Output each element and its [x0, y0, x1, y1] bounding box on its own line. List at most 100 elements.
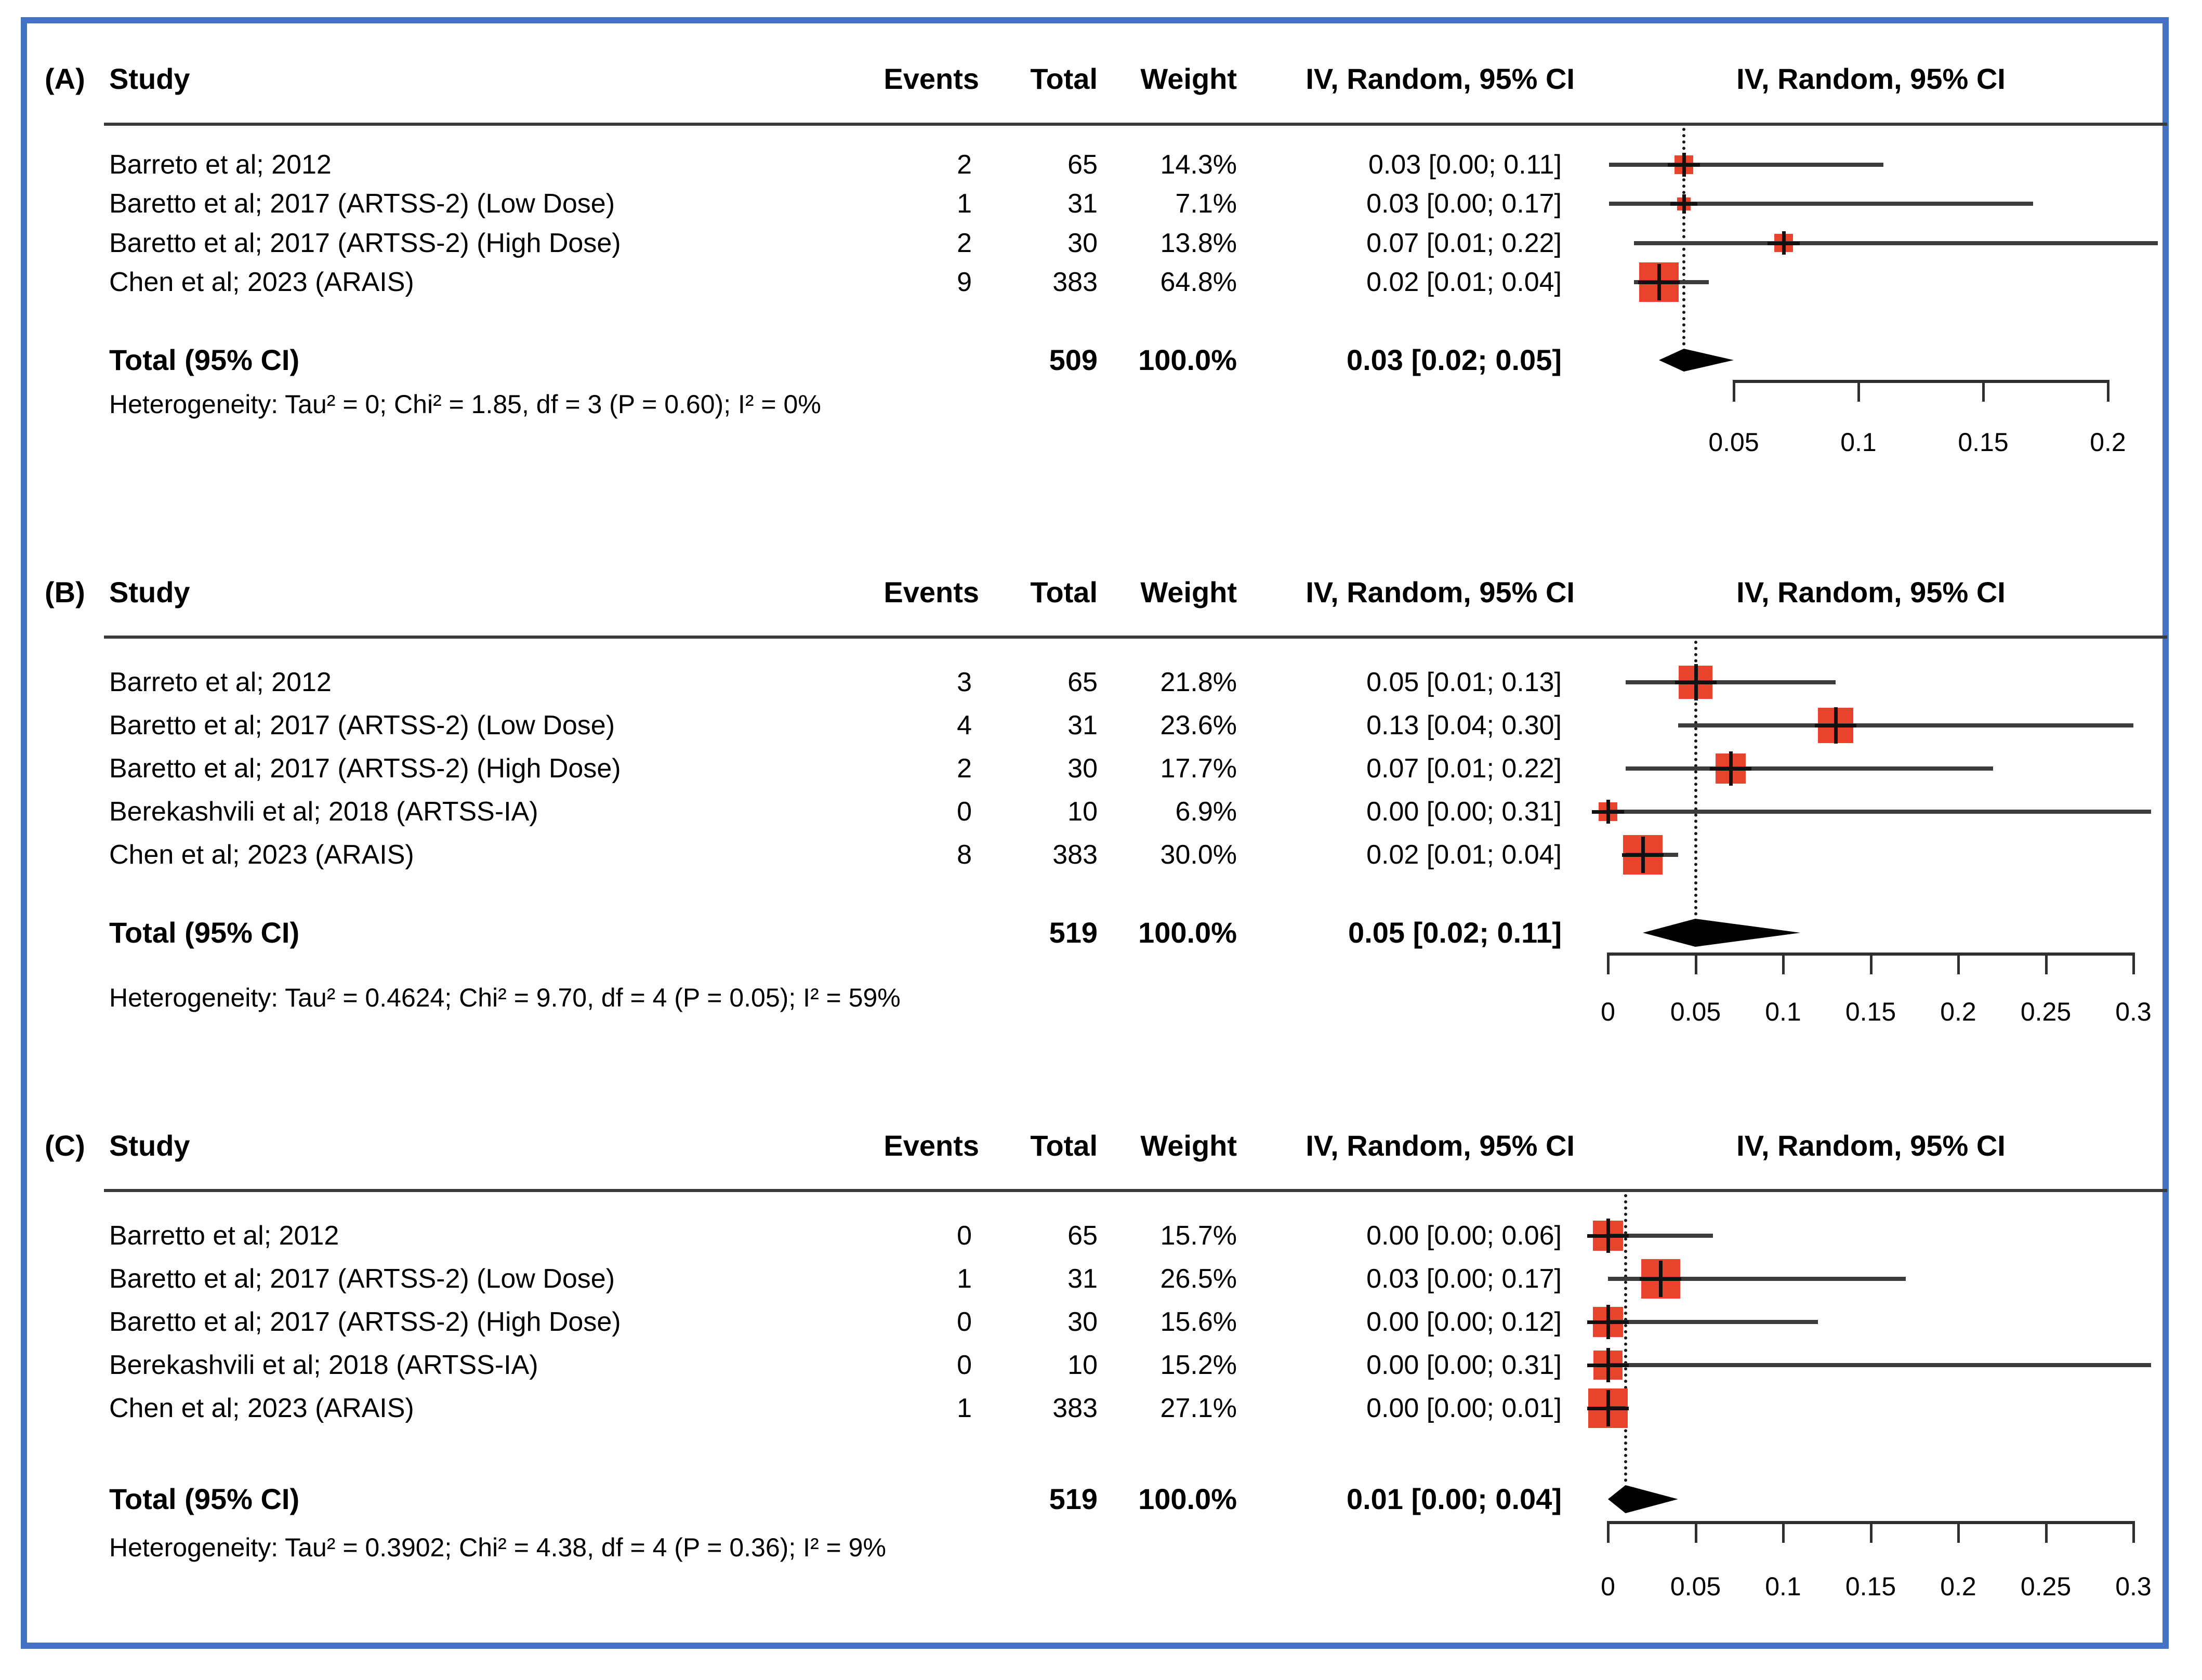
study-ci-c-4: 0.00 [0.00; 0.01] — [1366, 1393, 1562, 1423]
study-ci-a-2: 0.07 [0.01; 0.22] — [1366, 228, 1562, 258]
axis-tick-c-4 — [1957, 1521, 1960, 1543]
col-header-weight-b: Weight — [1140, 576, 1237, 608]
ci-line-a-1 — [1609, 202, 2033, 206]
col-header-ci-c: IV, Random, 95% CI — [1306, 1129, 1575, 1162]
study-total-c-3: 10 — [1067, 1350, 1098, 1380]
ci-line-c-0 — [1608, 1234, 1713, 1238]
study-weight-c-0: 15.7% — [1160, 1221, 1237, 1251]
study-total-a-2: 30 — [1067, 228, 1098, 258]
axis-tick-label-c-5: 0.25 — [2020, 1572, 2072, 1601]
study-total-c-0: 65 — [1067, 1221, 1098, 1251]
study-total-b-4: 383 — [1052, 840, 1098, 870]
study-weight-c-4: 27.1% — [1160, 1393, 1237, 1423]
ci-line-c-2 — [1608, 1320, 1818, 1324]
axis-tick-label-c-0: 0 — [1601, 1572, 1615, 1601]
study-total-a-3: 383 — [1052, 267, 1098, 297]
plot-header-b: IV, Random, 95% CI — [1736, 576, 2006, 608]
study-events-c-3: 0 — [957, 1350, 972, 1380]
heterogeneity-a: Heterogeneity: Tau² = 0; Chi² = 1.85, df… — [109, 390, 821, 419]
axis-tick-label-c-4: 0.2 — [1940, 1572, 1976, 1601]
total-total-a: 509 — [1049, 343, 1098, 376]
study-weight-b-0: 21.8% — [1160, 667, 1237, 697]
axis-tick-label-a-3: 0.2 — [2090, 428, 2126, 457]
study-ci-b-1: 0.13 [0.04; 0.30] — [1366, 710, 1562, 740]
study-name-a-2: Baretto et al; 2017 (ARTSS-2) (High Dose… — [109, 228, 621, 258]
study-name-a-1: Baretto et al; 2017 (ARTSS-2) (Low Dose) — [109, 189, 615, 219]
total-ci-b: 0.05 [0.02; 0.11] — [1348, 916, 1562, 949]
axis-tick-label-b-4: 0.2 — [1940, 997, 1976, 1026]
axis-tick-label-a-2: 0.15 — [1958, 428, 2009, 457]
col-header-total-c: Total — [1030, 1129, 1098, 1162]
panel-label-c: (C) — [45, 1129, 85, 1162]
study-events-c-4: 1 — [957, 1393, 972, 1423]
study-name-c-0: Barretto et al; 2012 — [109, 1221, 339, 1251]
panel-label-a: (A) — [45, 62, 85, 95]
study-events-b-1: 4 — [957, 710, 972, 740]
axis-tick-label-c-1: 0.05 — [1670, 1572, 1721, 1601]
plot-header-a: IV, Random, 95% CI — [1736, 62, 2006, 95]
axis-tick-label-b-0: 0 — [1601, 997, 1615, 1026]
study-total-c-1: 31 — [1067, 1264, 1098, 1294]
study-events-c-1: 1 — [957, 1264, 972, 1294]
axis-tick-c-1 — [1694, 1521, 1697, 1543]
study-ci-c-2: 0.00 [0.00; 0.12] — [1366, 1307, 1562, 1337]
study-weight-c-2: 15.6% — [1160, 1307, 1237, 1337]
study-weight-c-3: 15.2% — [1160, 1350, 1237, 1380]
marker-cross-h-b-1 — [1815, 724, 1857, 727]
axis-tick-b-5 — [2045, 953, 2048, 974]
study-weight-a-3: 64.8% — [1160, 267, 1237, 297]
total-total-b: 519 — [1049, 916, 1098, 949]
ci-line-a-2 — [1634, 241, 2158, 245]
study-name-c-3: Berekashvili et al; 2018 (ARTSS-IA) — [109, 1350, 538, 1380]
col-header-ci-a: IV, Random, 95% CI — [1306, 62, 1575, 95]
study-events-b-4: 8 — [957, 840, 972, 870]
study-name-a-3: Chen et al; 2023 (ARAIS) — [109, 267, 414, 297]
ci-line-b-3 — [1608, 810, 2151, 814]
marker-cross-h-a-1 — [1670, 202, 1697, 206]
study-events-b-2: 2 — [957, 753, 972, 784]
study-events-a-0: 2 — [957, 150, 972, 180]
axis-tick-label-c-6: 0.3 — [2115, 1572, 2152, 1601]
plot-header-c: IV, Random, 95% CI — [1736, 1129, 2006, 1162]
axis-tick-b-2 — [1782, 953, 1785, 974]
study-ci-a-0: 0.03 [0.00; 0.11] — [1368, 150, 1562, 180]
study-events-b-3: 0 — [957, 797, 972, 827]
study-events-c-0: 0 — [957, 1221, 972, 1251]
study-total-b-0: 65 — [1067, 667, 1098, 697]
col-header-weight-a: Weight — [1140, 62, 1237, 95]
marker-cross-h-c-2 — [1587, 1320, 1629, 1324]
axis-tick-c-2 — [1782, 1521, 1785, 1543]
study-weight-a-0: 14.3% — [1160, 150, 1237, 180]
study-ci-c-1: 0.03 [0.00; 0.17] — [1366, 1264, 1562, 1294]
study-name-b-1: Baretto et al; 2017 (ARTSS-2) (Low Dose) — [109, 710, 615, 740]
axis-tick-label-b-2: 0.1 — [1765, 997, 1801, 1026]
total-total-c: 519 — [1049, 1483, 1098, 1515]
study-total-a-1: 31 — [1067, 189, 1098, 219]
study-name-c-2: Baretto et al; 2017 (ARTSS-2) (High Dose… — [109, 1307, 621, 1337]
study-total-a-0: 65 — [1067, 150, 1098, 180]
study-weight-b-1: 23.6% — [1160, 710, 1237, 740]
study-ci-a-1: 0.03 [0.00; 0.17] — [1366, 189, 1562, 219]
heterogeneity-b: Heterogeneity: Tau² = 0.4624; Chi² = 9.7… — [109, 983, 901, 1012]
axis-tick-c-5 — [2045, 1521, 2048, 1543]
study-name-b-2: Baretto et al; 2017 (ARTSS-2) (High Dose… — [109, 753, 621, 784]
axis-tick-a-0 — [1733, 380, 1735, 402]
ci-line-a-0 — [1609, 163, 1883, 167]
panel-label-b: (B) — [45, 576, 85, 608]
marker-cross-h-c-1 — [1640, 1277, 1682, 1281]
marker-cross-h-b-3 — [1591, 810, 1625, 814]
col-header-events-c: Events — [884, 1129, 979, 1162]
study-ci-a-3: 0.02 [0.01; 0.04] — [1366, 267, 1562, 297]
marker-cross-h-b-4 — [1622, 853, 1664, 857]
total-ci-a: 0.03 [0.02; 0.05] — [1346, 343, 1562, 376]
study-weight-c-1: 26.5% — [1160, 1264, 1237, 1294]
axis-tick-c-6 — [2132, 1521, 2135, 1543]
ci-line-b-0 — [1625, 680, 1836, 684]
axis-tick-label-b-5: 0.25 — [2020, 997, 2072, 1026]
study-events-c-2: 0 — [957, 1307, 972, 1337]
study-ci-b-0: 0.05 [0.01; 0.13] — [1366, 667, 1562, 697]
study-name-b-3: Berekashvili et al; 2018 (ARTSS-IA) — [109, 797, 538, 827]
axis-tick-label-c-2: 0.1 — [1765, 1572, 1801, 1601]
ci-line-c-3 — [1608, 1363, 2151, 1367]
study-total-b-1: 31 — [1067, 710, 1098, 740]
